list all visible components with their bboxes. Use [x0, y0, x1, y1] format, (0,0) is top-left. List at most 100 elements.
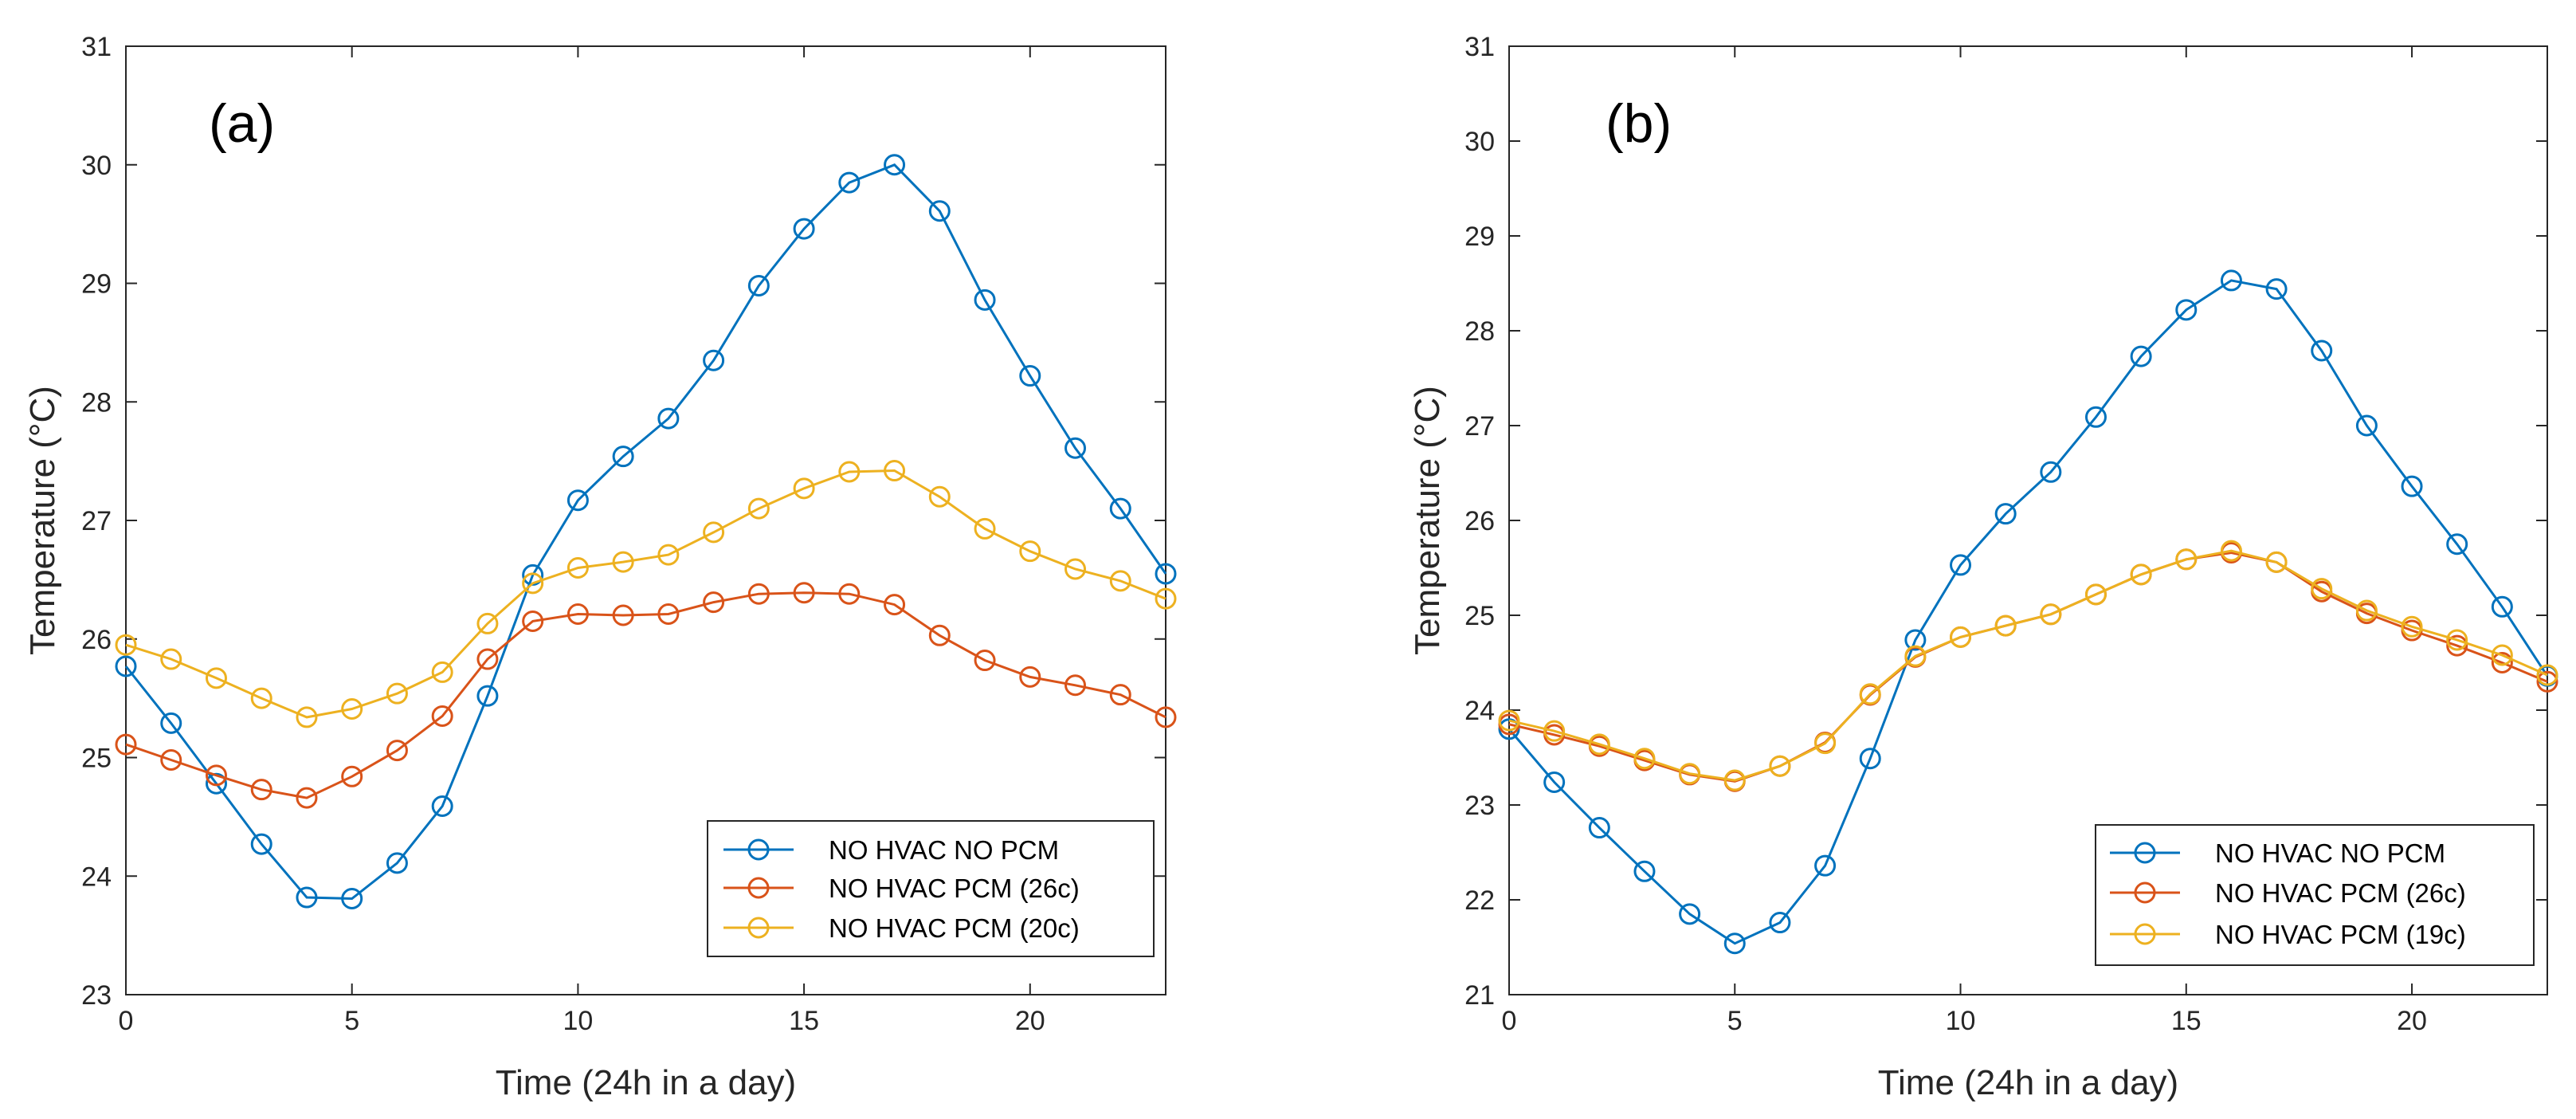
data-point-a-1: [341, 765, 363, 787]
panel-label-a: (a): [209, 93, 275, 154]
y-tick-label-b: 27: [1464, 411, 1495, 442]
legend-marker-b-1: [2134, 881, 2156, 904]
data-point-a-0: [974, 289, 996, 311]
y-tick-label-a: 25: [81, 744, 112, 774]
data-point-a-1: [1019, 666, 1041, 688]
data-point-a-1: [1155, 706, 1177, 728]
data-point-a-2: [1109, 570, 1131, 592]
y-tick-label-a: 30: [81, 151, 112, 181]
series-a-0: [115, 154, 1177, 910]
data-point-b-0: [1814, 854, 1837, 877]
legend-entry-a-0: NO HVAC NO PCM: [723, 835, 1059, 865]
x-tick-label-a: 0: [119, 1006, 134, 1036]
data-point-a-2: [205, 667, 227, 689]
data-point-a-0: [431, 795, 453, 817]
data-point-a-2: [974, 517, 996, 540]
data-point-a-2: [160, 648, 182, 670]
x-tick-label-b: 5: [1727, 1006, 1743, 1036]
data-point-a-0: [386, 852, 408, 874]
data-point-a-0: [928, 200, 951, 222]
data-point-b-0: [2220, 269, 2242, 292]
series-group-b: [1498, 269, 2558, 955]
y-tick-label-b: 22: [1464, 885, 1495, 916]
data-point-a-0: [703, 349, 725, 371]
data-point-a-2: [657, 544, 680, 566]
legend-marker-b-0: [2134, 842, 2156, 864]
data-point-b-2: [2265, 551, 2288, 573]
legend-label-a-2: NO HVAC PCM (20c): [829, 913, 1080, 943]
legend-marker-a-1: [747, 877, 770, 899]
data-point-a-1: [612, 604, 634, 626]
y-tick-label-a: 28: [81, 387, 112, 418]
x-tick-label-a: 5: [344, 1006, 359, 1036]
data-point-a-1: [1065, 674, 1087, 697]
data-point-a-2: [612, 551, 634, 573]
data-point-a-0: [657, 407, 680, 430]
data-point-b-0: [1543, 771, 1566, 793]
data-point-a-2: [793, 477, 815, 500]
data-point-a-0: [793, 218, 815, 240]
data-point-b-0: [2175, 299, 2198, 321]
data-point-b-0: [2401, 475, 2423, 497]
legend-a: NO HVAC NO PCM NO HVAC PCM (26c) NO HVAC…: [707, 820, 1155, 957]
data-point-a-0: [160, 712, 182, 734]
data-point-b-2: [2311, 578, 2333, 600]
data-point-b-2: [1950, 626, 1972, 648]
legend-label-a-1: NO HVAC PCM (26c): [829, 874, 1080, 903]
y-tick-label-a: 23: [81, 980, 112, 1011]
legend-label-b-2: NO HVAC PCM (19c): [2215, 920, 2466, 949]
data-point-b-2: [2355, 599, 2378, 622]
data-point-b-2: [1904, 645, 1927, 667]
data-point-a-1: [657, 603, 680, 626]
data-point-b-0: [1769, 912, 1791, 934]
data-point-a-1: [703, 591, 725, 614]
data-point-a-2: [341, 698, 363, 720]
data-point-b-0: [2265, 278, 2288, 300]
data-point-a-0: [296, 886, 318, 909]
data-point-b-2: [1769, 755, 1791, 777]
data-point-a-1: [205, 764, 227, 787]
data-point-a-2: [567, 557, 589, 579]
data-point-a-0: [884, 154, 906, 176]
data-point-a-1: [884, 594, 906, 616]
data-point-b-2: [1723, 769, 1746, 791]
data-point-a-0: [567, 489, 589, 512]
legend-marker-a-0: [747, 838, 770, 861]
data-point-a-0: [250, 833, 272, 855]
y-tick-label-a: 24: [81, 862, 112, 892]
data-point-b-0: [1904, 629, 1927, 651]
data-point-b-0: [2355, 414, 2378, 437]
data-point-a-2: [1155, 587, 1177, 610]
data-point-a-2: [296, 706, 318, 728]
data-point-b-2: [1859, 683, 1881, 705]
data-point-b-1: [2491, 652, 2513, 673]
data-point-a-1: [296, 787, 318, 809]
data-point-a-0: [612, 446, 634, 468]
data-point-a-1: [838, 583, 861, 605]
series-line-a-0: [124, 163, 1167, 901]
data-point-b-0: [1994, 503, 2017, 525]
data-point-a-0: [1065, 437, 1087, 459]
data-point-a-0: [341, 888, 363, 910]
series-a-1: [115, 582, 1177, 809]
data-point-b-2: [1814, 732, 1837, 755]
data-point-a-2: [1019, 540, 1041, 563]
legend-label-b-0: NO HVAC NO PCM: [2215, 838, 2445, 868]
y-tick-label-a: 31: [81, 32, 112, 62]
series-b-0: [1498, 269, 2558, 955]
series-line-a-1: [125, 591, 1166, 799]
data-point-a-2: [747, 497, 770, 520]
y-axis-label-b: Temperature (°C): [1408, 386, 1447, 655]
x-tick-label-b: 15: [2171, 1006, 2202, 1036]
data-point-b-0: [2130, 345, 2152, 367]
data-point-a-1: [567, 603, 589, 626]
y-tick-label-b: 28: [1464, 316, 1495, 347]
data-point-a-2: [476, 612, 499, 634]
data-point-a-2: [703, 521, 725, 544]
data-point-b-0: [1588, 817, 1610, 839]
y-tick-label-b: 29: [1464, 222, 1495, 252]
data-point-b-0: [2446, 533, 2468, 556]
data-point-b-1: [2536, 670, 2558, 693]
data-point-a-2: [386, 682, 408, 705]
